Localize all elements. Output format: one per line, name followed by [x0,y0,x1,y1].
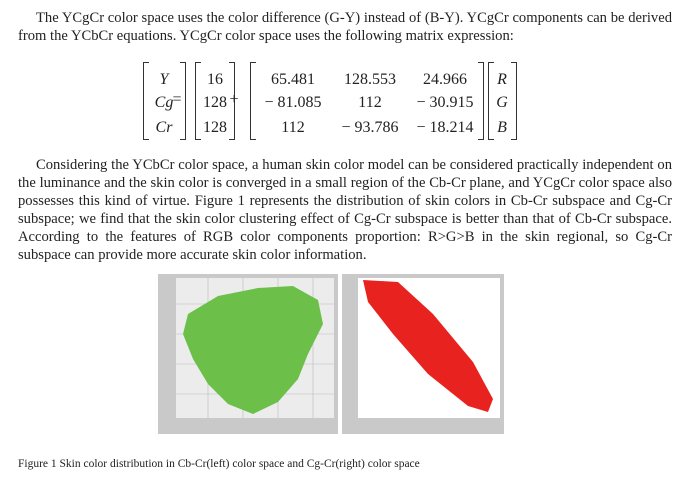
vector-entry: 128 [203,119,227,136]
matrix-entry: − 93.786 [341,119,399,136]
vector-entry: R [497,71,507,88]
matrix-entry: − 81.085 [264,94,322,111]
paragraph: Considering the YCbCr color space, a hum… [18,157,672,263]
matrix-entry: − 18.214 [416,119,474,136]
figure [158,274,504,434]
bracket [143,62,149,140]
plus-sign: + [229,91,239,108]
matrix-entry: 128.553 [344,71,396,88]
vector-entry: Y [159,71,169,88]
vector-entry: Cr [155,119,173,136]
matrix-entry: 65.481 [271,71,315,88]
vector-entry: B [497,119,507,136]
bracket [478,62,484,140]
vector-entry: Cg [154,94,174,111]
red-cluster [363,280,493,412]
bracket [180,62,186,140]
matrix-entry: 24.966 [423,71,467,88]
vector-entry: 128 [203,94,227,111]
bracket [195,62,201,140]
matrix-entry: − 30.915 [416,94,474,111]
figure-caption: Figure 1 Skin color distribution in Cb-C… [18,458,420,470]
green-cluster [183,286,323,414]
bracket [488,62,494,140]
equals-sign: = [172,91,182,108]
matrix-entry: 112 [358,94,382,111]
bracket [511,62,517,140]
vector-entry: 16 [207,71,223,88]
matrix-entry: 112 [281,119,305,136]
bracket [250,62,256,140]
paragraph: The YCgCr color space uses the color dif… [18,10,672,44]
bracket [229,62,235,140]
vector-entry: G [496,94,508,111]
